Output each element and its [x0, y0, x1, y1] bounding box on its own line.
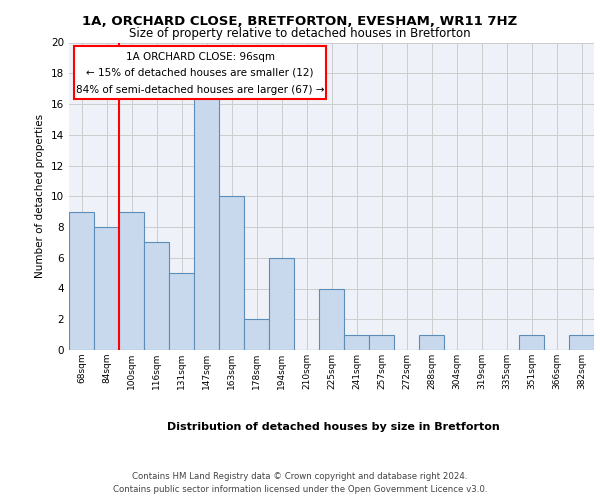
Bar — [319, 288, 344, 350]
Text: ← 15% of detached houses are smaller (12): ← 15% of detached houses are smaller (12… — [86, 68, 314, 78]
Bar — [519, 334, 544, 350]
Bar — [369, 334, 394, 350]
Text: 1A, ORCHARD CLOSE, BRETFORTON, EVESHAM, WR11 7HZ: 1A, ORCHARD CLOSE, BRETFORTON, EVESHAM, … — [82, 15, 518, 28]
Bar — [344, 334, 369, 350]
Bar — [194, 88, 219, 350]
Text: 84% of semi-detached houses are larger (67) →: 84% of semi-detached houses are larger (… — [76, 84, 325, 94]
FancyBboxPatch shape — [74, 46, 326, 100]
Text: 1A ORCHARD CLOSE: 96sqm: 1A ORCHARD CLOSE: 96sqm — [126, 52, 275, 62]
Bar — [144, 242, 169, 350]
Text: Contains HM Land Registry data © Crown copyright and database right 2024.
Contai: Contains HM Land Registry data © Crown c… — [113, 472, 487, 494]
Bar — [69, 212, 94, 350]
Bar — [244, 320, 269, 350]
Bar — [269, 258, 294, 350]
Bar — [94, 227, 119, 350]
Bar — [219, 196, 244, 350]
Bar — [569, 334, 594, 350]
Text: Distribution of detached houses by size in Bretforton: Distribution of detached houses by size … — [167, 422, 499, 432]
Bar — [419, 334, 444, 350]
Bar — [119, 212, 144, 350]
Text: Size of property relative to detached houses in Bretforton: Size of property relative to detached ho… — [129, 28, 471, 40]
Y-axis label: Number of detached properties: Number of detached properties — [35, 114, 46, 278]
Bar — [169, 273, 194, 350]
